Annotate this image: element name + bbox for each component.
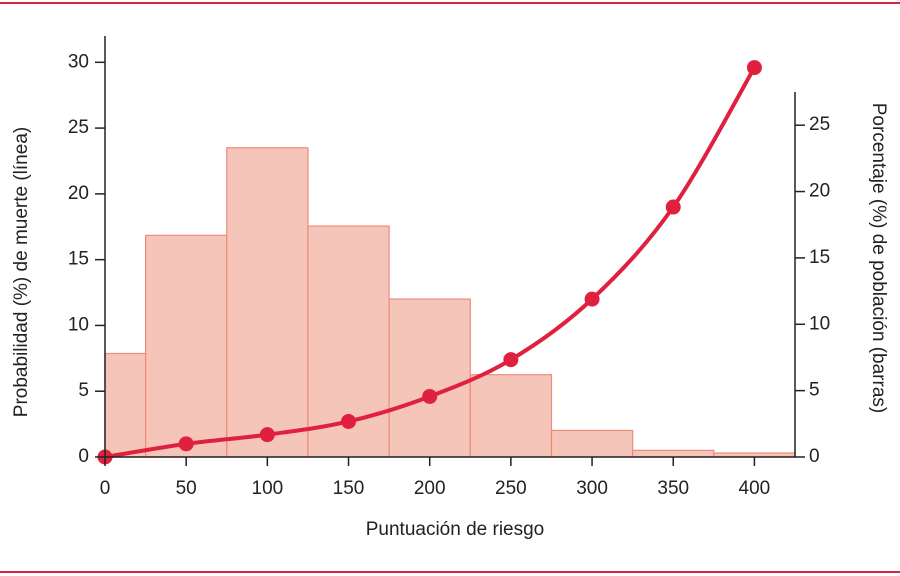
histogram-bar: [469, 374, 553, 458]
y-tick-label: 20: [68, 183, 89, 204]
line-marker: [259, 427, 275, 443]
line-marker: [665, 199, 681, 215]
x-axis-label: Puntuación de riesgo: [366, 519, 545, 540]
y2-tick-label: 5: [809, 380, 820, 401]
x-tick-label: 300: [576, 478, 608, 499]
histogram-bar: [550, 429, 634, 458]
y-tick-label: 15: [68, 249, 89, 270]
histogram-bar: [388, 298, 471, 458]
y-tick-label: 30: [68, 51, 89, 72]
line-marker: [422, 388, 438, 404]
y2-tick-label: 10: [809, 313, 830, 334]
line-marker: [746, 60, 762, 76]
x-tick-label: 200: [414, 478, 446, 499]
line: [104, 66, 757, 459]
histogram-bar: [104, 352, 147, 458]
y2-tick-label: 25: [809, 114, 830, 135]
y2-tick-label: 15: [809, 247, 830, 268]
y2-tick-label: 0: [809, 446, 820, 467]
histogram-bar: [632, 449, 715, 458]
y-tick-label: 5: [78, 380, 89, 401]
line-marker: [584, 291, 600, 307]
line-marker: [178, 436, 194, 452]
x-tick-label: 350: [657, 478, 689, 499]
x-tick-label: 150: [333, 478, 365, 499]
line-marker: [503, 352, 519, 368]
x-tick-label: 0: [100, 478, 111, 499]
histogram-bar: [226, 147, 309, 458]
y2-tick-label: 20: [809, 181, 830, 202]
histogram-bar: [144, 234, 228, 458]
y-axis-label: Probabilidad (%) de muerte (línea): [11, 127, 32, 417]
x-tick-label: 400: [739, 478, 771, 499]
y-tick-label: 10: [68, 314, 89, 335]
line-marker: [341, 413, 357, 429]
y2-axis-label: Porcentaje (%) de población (barras): [868, 103, 889, 414]
y-tick-label: 0: [78, 446, 89, 467]
x-tick-label: 250: [495, 478, 527, 499]
x-tick-label: 50: [176, 478, 197, 499]
y-tick-label: 25: [68, 117, 89, 138]
x-tick-label: 100: [252, 478, 284, 499]
